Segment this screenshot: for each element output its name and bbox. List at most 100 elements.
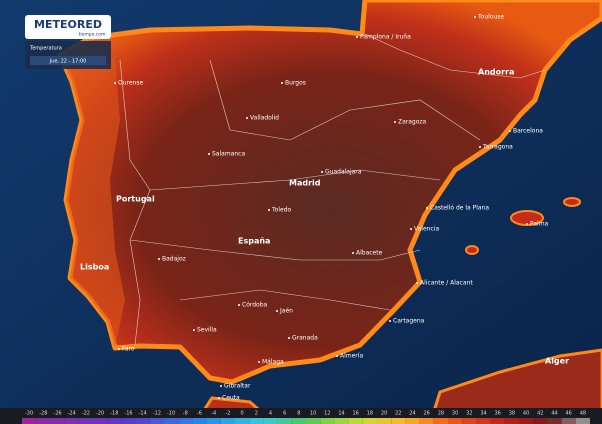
scale-label: -4 [211, 411, 216, 417]
scale-swatch [50, 418, 65, 424]
place-dot [268, 209, 270, 211]
place-label: Cartagena [393, 318, 425, 325]
scale-swatch [64, 418, 79, 424]
portugal-west [60, 40, 125, 348]
place-dot [426, 207, 428, 209]
scale-label: 46 [566, 411, 572, 417]
scale-swatch [547, 418, 562, 424]
scale-swatch [419, 418, 434, 424]
scale-label: 10 [310, 411, 316, 417]
scale-label: 20 [381, 411, 387, 417]
place-label: Guadalajara [325, 169, 362, 176]
scale-swatch [391, 418, 406, 424]
scale-swatch [348, 418, 363, 424]
scale-swatch [192, 418, 207, 424]
place-label: Palma [530, 221, 549, 228]
panel-time: Jue, 22 - 17:00 [49, 59, 87, 65]
scale-label: 42 [537, 411, 543, 417]
place-label: Córdoba [242, 302, 268, 309]
scale-swatch [291, 418, 306, 424]
scale-swatch [448, 418, 463, 424]
place-label: Alger [545, 357, 569, 366]
scale-swatch [490, 418, 505, 424]
logo-box [25, 15, 111, 39]
place-label: Valencia [414, 226, 439, 233]
place-dot [321, 171, 323, 173]
place-dot [356, 36, 358, 38]
scale-label: -22 [82, 411, 90, 417]
place-dot [258, 361, 260, 363]
scale-label: -2 [225, 411, 230, 417]
scale-label: 12 [324, 411, 330, 417]
scale-label: 28 [438, 411, 444, 417]
place-dot [474, 16, 476, 18]
borders [119, 33, 546, 346]
scale-label: -20 [96, 411, 104, 417]
place-labels: Toulouse Pamplona / Iruña Andorra Burgos Our… [80, 14, 569, 402]
place-dot [416, 282, 418, 284]
place-label: Málaga [262, 359, 284, 366]
place-label: Toulouse [477, 14, 504, 21]
place-label: Castelló de la Plana [430, 205, 489, 212]
scale-label: -30 [25, 411, 33, 417]
scale-label: -16 [124, 411, 132, 417]
logo: METEORED tiempo.com [25, 15, 111, 39]
panel-variable: Temperatura [29, 46, 62, 52]
scale-label: 2 [255, 411, 258, 417]
scale-label: 36 [495, 411, 501, 417]
logo-name: METEORED [34, 18, 102, 31]
place-label: Gibraltar [224, 383, 251, 390]
scale-swatch [107, 418, 122, 424]
iberia-land [57, 0, 602, 385]
scale-swatch [93, 418, 108, 424]
scale-swatch [220, 418, 235, 424]
place-label: Faro [122, 346, 135, 353]
place-label: Albacete [356, 250, 383, 257]
scale-swatch [206, 418, 221, 424]
place-dot [238, 304, 240, 306]
place-label: Madrid [289, 179, 321, 188]
place-label: Sevilla [197, 327, 217, 334]
scale-swatch [433, 418, 448, 424]
place-dot [509, 130, 511, 132]
place-dot [288, 337, 290, 339]
scale-swatch [36, 418, 51, 424]
place-dot [208, 153, 210, 155]
place-dot [118, 348, 120, 350]
scale-label: 6 [283, 411, 286, 417]
scale-label: 38 [509, 411, 515, 417]
place-dot [394, 121, 396, 123]
scale-swatch [263, 418, 278, 424]
scale-swatch [121, 418, 136, 424]
place-dot [389, 320, 391, 322]
scale-label: 26 [424, 411, 430, 417]
scale-label: 34 [480, 411, 486, 417]
place-label: Zaragoza [398, 119, 427, 126]
place-dot [193, 329, 195, 331]
place-dot [336, 355, 338, 357]
place-label: Tarragona [482, 144, 513, 151]
place-label: Toledo [271, 207, 291, 214]
scale-swatch [504, 418, 519, 424]
scale-swatch [235, 418, 250, 424]
scale-label: -10 [167, 411, 175, 417]
place-dot [114, 82, 116, 84]
place-label: Almería [340, 353, 363, 360]
place-dot [276, 310, 278, 312]
ibiza [465, 245, 479, 255]
scale-swatch [561, 418, 576, 424]
place-dot [218, 397, 220, 399]
scale-label: -28 [39, 411, 47, 417]
scale-swatch [249, 418, 264, 424]
scale-swatch [334, 418, 349, 424]
place-label: Ourense [118, 80, 143, 87]
place-dot [526, 223, 528, 225]
place-label: Lisboa [80, 263, 109, 272]
scale-label: 4 [269, 411, 272, 417]
scale-label: 22 [395, 411, 401, 417]
scale-swatch [462, 418, 477, 424]
scale-label: 40 [523, 411, 529, 417]
info-panel: Temperatura Jue, 22 - 17:00 [25, 41, 111, 69]
